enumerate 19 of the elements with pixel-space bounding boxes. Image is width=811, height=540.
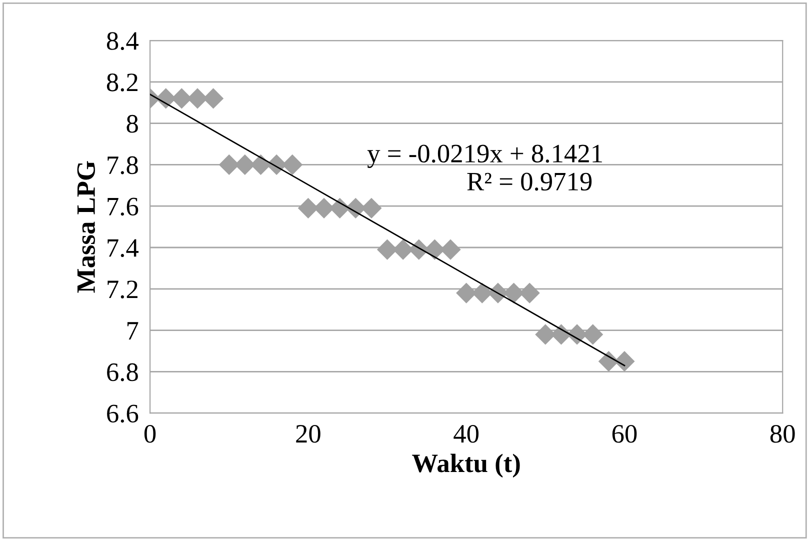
y-tick-label: 7 [127,322,138,340]
y-tick-label: 6.6 [107,404,138,423]
y-tick-label: 6.8 [107,363,138,382]
x-tick-label: 60 [612,424,637,443]
y-tick-label: 8.2 [106,74,138,92]
annotation: y = -0.0219x + 8.1421 [367,144,602,168]
y-tick-label: 8 [126,114,138,133]
x-tick-label: 40 [454,424,479,443]
y-tick-label: 7.4 [108,239,139,258]
y-tick-label: 7.8 [108,156,138,174]
y-tick-label: 7.6 [108,198,138,216]
x-tick-label: 80 [770,424,795,443]
annotation: R² = 0.9719 [467,172,592,191]
y-tick-label: 8.4 [106,32,139,50]
y-tick-label: 7.2 [108,280,138,298]
x-tick-label: 0 [144,424,156,443]
y-axis-title: Massa LPG [77,161,96,293]
x-axis-title: Waktu (t) [412,454,520,478]
x-tick-label: 20 [296,424,320,443]
